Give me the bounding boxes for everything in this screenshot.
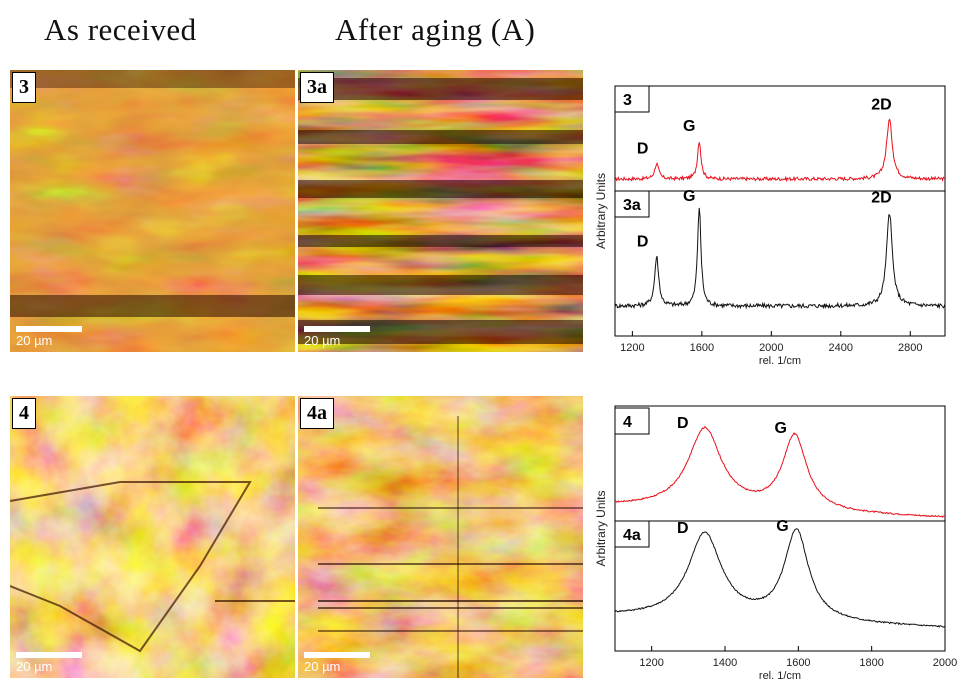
scale-bar: 20 µm: [16, 326, 82, 348]
peak-label: G: [774, 420, 786, 437]
image-label: 4: [12, 398, 36, 429]
x-tick-label: 1600: [786, 657, 810, 669]
x-tick-label: 2800: [898, 342, 922, 354]
afm-image-3: 3 20 µm: [10, 70, 295, 352]
scale-bar-label: 20 µm: [304, 659, 341, 674]
afm-image-3a: 3a 20 µm: [298, 70, 583, 352]
peak-label: D: [637, 141, 649, 158]
peak-label: G: [683, 118, 695, 135]
series-line-4: [614, 425, 946, 519]
image-label: 3a: [300, 72, 334, 103]
image-label: 4a: [300, 398, 334, 429]
series-label: 3: [623, 92, 632, 109]
y-axis-label: Arbitrary Units: [594, 490, 608, 566]
afm-image-4: 4 20 µm: [10, 396, 295, 678]
raman-spectrum-4: 1200 1400 1600 1800 2000 rel. 1/cm Arbitrary U…: [583, 400, 957, 695]
x-tick-label: 1400: [713, 657, 737, 669]
series-label: 4a: [623, 527, 641, 544]
afm-texture: [298, 70, 583, 352]
series-line-3: [614, 118, 946, 183]
x-axis-label: rel. 1/cm: [759, 670, 801, 682]
series-line-3a: [614, 207, 946, 310]
series-label: 4: [623, 414, 632, 431]
heading-as-received: As received: [44, 12, 197, 47]
scale-bar: 20 µm: [304, 326, 370, 348]
x-tick-label: 1200: [639, 657, 663, 669]
heading-after-aging: After aging (A): [335, 12, 536, 47]
x-tick-label: 2000: [933, 657, 957, 669]
plot-frame: [614, 85, 946, 337]
scale-bar-label: 20 µm: [16, 659, 53, 674]
x-tick-label: 2000: [759, 342, 783, 354]
raman-spectrum-3: 1200 1600 2000 2400 2800 rel. 1/cm Arbitrary U…: [583, 80, 953, 380]
y-axis-label: Arbitrary Units: [594, 173, 608, 249]
x-tick-label: 2400: [829, 342, 853, 354]
x-tick-label: 1800: [859, 657, 883, 669]
x-tick-label: 1600: [690, 342, 714, 354]
peak-label: 2D: [871, 190, 891, 207]
image-label: 3: [12, 72, 36, 103]
scale-bar: 20 µm: [304, 652, 370, 674]
peak-label: D: [677, 520, 689, 537]
peak-label: 2D: [871, 97, 891, 114]
series-label: 3a: [623, 197, 641, 214]
peak-label: D: [677, 415, 689, 432]
series-line-4a: [614, 528, 946, 628]
peak-label: G: [683, 188, 695, 205]
x-tick-label: 1200: [620, 342, 644, 354]
x-axis-label: rel. 1/cm: [759, 355, 801, 367]
afm-texture: [10, 396, 295, 678]
scale-bar-label: 20 µm: [304, 333, 341, 348]
scale-bar-label: 20 µm: [16, 333, 53, 348]
afm-image-4a: 4a 20 µm: [298, 396, 583, 678]
peak-label: G: [776, 518, 788, 535]
peak-label: D: [637, 234, 649, 251]
afm-texture: [298, 396, 583, 678]
scale-bar: 20 µm: [16, 652, 82, 674]
